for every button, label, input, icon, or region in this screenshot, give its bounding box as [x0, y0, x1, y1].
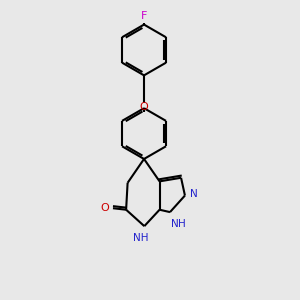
Text: F: F — [141, 11, 147, 21]
Text: NH: NH — [133, 233, 148, 243]
Text: N: N — [172, 219, 179, 229]
Text: O: O — [100, 203, 109, 213]
Text: O: O — [140, 102, 148, 112]
Text: N: N — [190, 189, 198, 199]
Text: H: H — [178, 219, 186, 229]
